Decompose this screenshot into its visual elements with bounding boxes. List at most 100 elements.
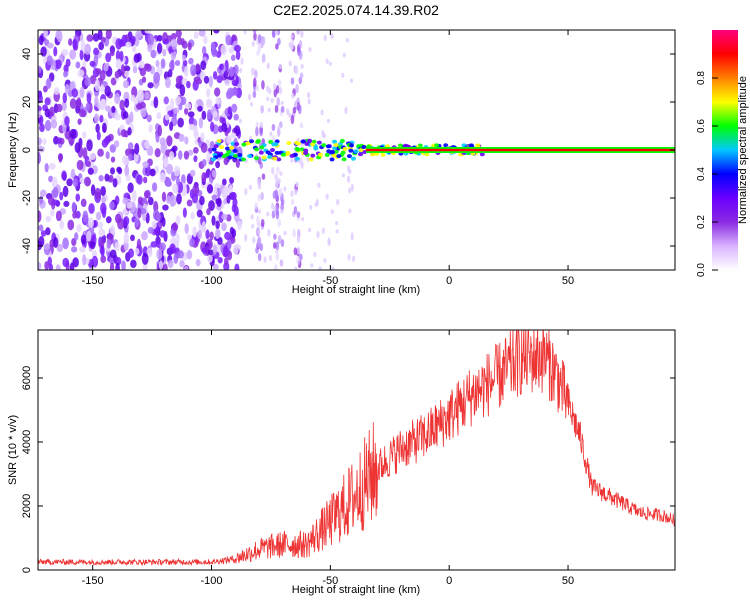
spectrogram-cell xyxy=(80,39,86,52)
spectrogram-cell xyxy=(197,229,203,240)
spectrogram-cell xyxy=(144,91,150,100)
spectrogram-cell xyxy=(250,214,254,220)
spectrogram-cell xyxy=(255,84,260,92)
spectrogram-cell xyxy=(296,211,301,218)
spectrogram-cell xyxy=(209,231,214,241)
spectrogram-cell xyxy=(97,221,104,229)
spectrogram-cell xyxy=(169,60,175,71)
spectrogram-cell xyxy=(69,49,77,60)
spectrogram-cell xyxy=(143,190,150,199)
spectrogram-cell xyxy=(56,30,63,43)
spectrogram-cell xyxy=(270,148,276,153)
spectrogram-cell xyxy=(61,170,67,181)
spectrogram-cell xyxy=(328,61,333,66)
spectrogram-cell xyxy=(191,192,199,204)
spectrogram-cell xyxy=(91,249,98,258)
spectrogram-cell xyxy=(280,239,285,248)
spectrogram-cell xyxy=(170,97,175,110)
spectrogram-cell xyxy=(143,176,148,184)
spectrogram-cell xyxy=(47,42,54,49)
spectrogram-cell xyxy=(109,144,117,153)
spectrogram-cell xyxy=(163,157,169,168)
snr-y-axis-label: SNR (10 * v/v) xyxy=(7,415,19,485)
spectrogram-cell xyxy=(271,123,276,132)
spectrogram-cell xyxy=(203,35,208,45)
spectrogram-cell xyxy=(325,193,329,200)
spectrogram-cell xyxy=(211,147,217,152)
spectrogram-cell xyxy=(274,150,280,155)
spectrogram-cell xyxy=(186,249,193,260)
spectrogram-cell xyxy=(144,63,152,72)
spectrogram-cell xyxy=(301,217,305,222)
spectrogram-cell xyxy=(155,212,161,222)
spectrogram-cell xyxy=(122,111,129,119)
spectrogram-cell xyxy=(215,220,220,230)
spectrogram-cell xyxy=(277,125,281,130)
spectrogram-cell xyxy=(297,46,301,56)
spectrogram-cell xyxy=(169,121,174,132)
spectrogram-cell xyxy=(218,63,224,71)
spectrogram-cell xyxy=(94,187,102,200)
spectrogram-cell xyxy=(330,33,334,40)
spectrogram-cell xyxy=(277,79,282,87)
spectrogram-cell xyxy=(89,153,97,160)
spectrogram-cell xyxy=(308,46,312,53)
spectrogram-cell xyxy=(241,157,247,162)
spectrogram-cell xyxy=(232,148,238,153)
snr-y-tick-label: 6000 xyxy=(21,366,33,390)
snr-y-tick-label: 4000 xyxy=(21,430,33,454)
spectrogram-cell xyxy=(269,131,273,137)
spectrogram-cell xyxy=(123,65,131,72)
spectrogram-cell xyxy=(243,30,247,35)
spectrogram-cell xyxy=(52,186,59,199)
spectrogram-cell xyxy=(147,82,154,89)
spectrogram-cell xyxy=(295,181,299,188)
spectrogram-cell xyxy=(346,175,351,184)
spectrogram-cell xyxy=(348,148,354,153)
spectrogram-cell xyxy=(275,252,280,261)
spectrogram-cell xyxy=(91,255,99,268)
spectrogram-cell xyxy=(327,239,331,246)
spectrogram-cell xyxy=(39,195,44,205)
spectrogram-cell xyxy=(145,212,150,224)
spectrogram-cell xyxy=(74,232,79,241)
spectrogram-cell xyxy=(144,30,152,34)
spectrogram-cell xyxy=(212,111,218,118)
spectrogram-cell xyxy=(292,106,297,114)
spectrogram-cell xyxy=(211,48,218,58)
spectrogram-cell xyxy=(195,259,201,267)
spectrogram-cell xyxy=(212,244,218,255)
spectrogram-cell xyxy=(100,202,107,215)
spectrogram-cell xyxy=(159,172,166,183)
spectrogram-cell xyxy=(232,244,239,255)
spectrogram-cell xyxy=(93,113,100,124)
spectrogram-cell xyxy=(95,211,102,221)
spectrogram-cell xyxy=(277,37,281,46)
spectrogram-cell xyxy=(298,76,303,85)
spectrogram-cell xyxy=(230,132,237,139)
spectrogram-cell xyxy=(159,230,166,238)
spectrogram-cell xyxy=(141,76,147,83)
spectrogram-cell xyxy=(55,264,61,270)
spectrogram-cell xyxy=(353,149,359,154)
spectrogram-cell xyxy=(110,77,117,86)
spectrogram-cell xyxy=(210,42,216,51)
spectrogram-cell xyxy=(276,97,281,107)
spectrogram-cell xyxy=(187,111,195,118)
spectrogram-cell xyxy=(69,262,75,270)
spectrogram-cell xyxy=(299,72,304,79)
spectrogram-cell xyxy=(341,173,345,178)
spectrogram-cell xyxy=(290,77,295,85)
spectrogram-cell xyxy=(137,207,142,219)
spectrogram-cell xyxy=(74,142,81,154)
spectrogram-cell xyxy=(156,42,163,54)
spectrogram-cell xyxy=(347,253,351,261)
spectrogram-cell xyxy=(147,43,153,53)
spectrogram-cell xyxy=(230,87,238,96)
spectrogram-cell xyxy=(286,141,292,146)
spectrogram-cell xyxy=(100,185,106,197)
spectrogram-cell xyxy=(271,210,276,219)
spectrogram-cell xyxy=(249,101,254,107)
spectrogram-cell xyxy=(89,241,96,250)
